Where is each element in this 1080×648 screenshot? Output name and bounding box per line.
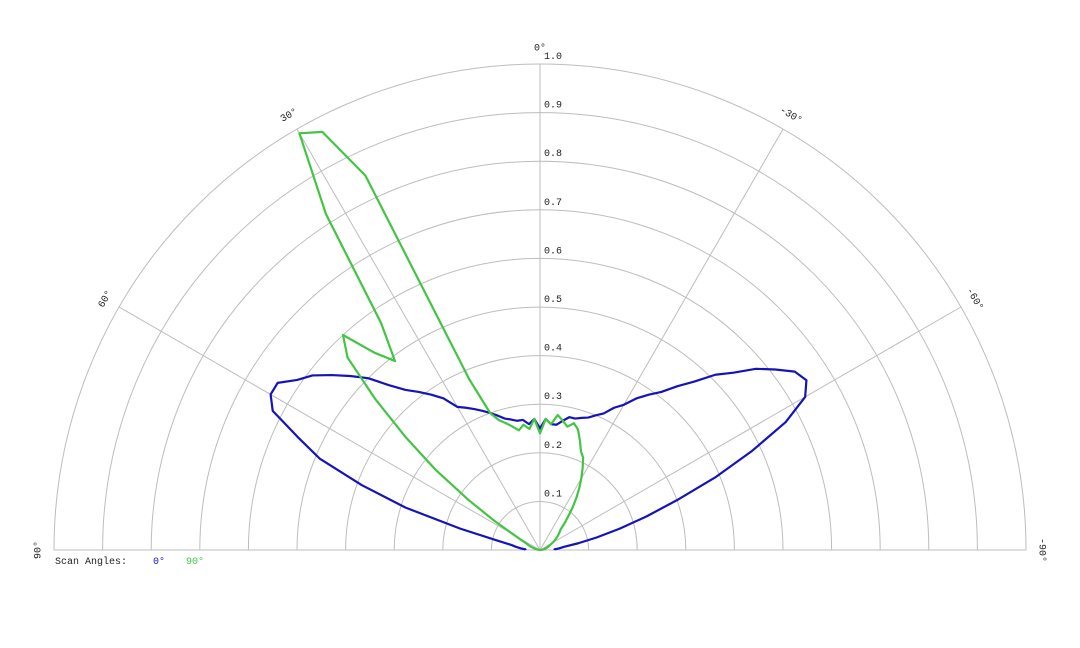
radial-label: 0.3 bbox=[544, 392, 562, 403]
grid-spoke bbox=[539, 306, 962, 551]
radial-label: 0.1 bbox=[544, 489, 562, 500]
radial-label: 0.2 bbox=[544, 441, 562, 452]
radial-label: 0.4 bbox=[544, 344, 562, 355]
angle-label: -30° bbox=[777, 105, 804, 127]
angle-label: -60° bbox=[963, 286, 985, 313]
grid-spoke bbox=[118, 306, 541, 551]
legend-entry: 90° bbox=[186, 556, 204, 568]
series-line bbox=[298, 130, 585, 552]
angle-label: 60° bbox=[96, 289, 115, 311]
angle-label: 30° bbox=[279, 106, 301, 125]
legend-title: Scan Angles: bbox=[55, 556, 127, 568]
grid-spoke bbox=[539, 128, 784, 551]
series-line bbox=[269, 367, 808, 551]
radial-label: 0.5 bbox=[544, 295, 562, 306]
radial-label: 0.8 bbox=[544, 149, 562, 160]
angle-label: 0° bbox=[534, 43, 546, 55]
grid-spoke bbox=[296, 128, 541, 551]
radial-label: 0.9 bbox=[544, 101, 562, 112]
radial-label: 0.7 bbox=[544, 198, 562, 209]
radial-label: 1.0 bbox=[544, 52, 562, 63]
legend-entry: 0° bbox=[153, 556, 165, 568]
angle-label: 90° bbox=[33, 541, 45, 559]
radial-label: 0.6 bbox=[544, 246, 562, 257]
angle-label: -90° bbox=[1035, 538, 1047, 562]
